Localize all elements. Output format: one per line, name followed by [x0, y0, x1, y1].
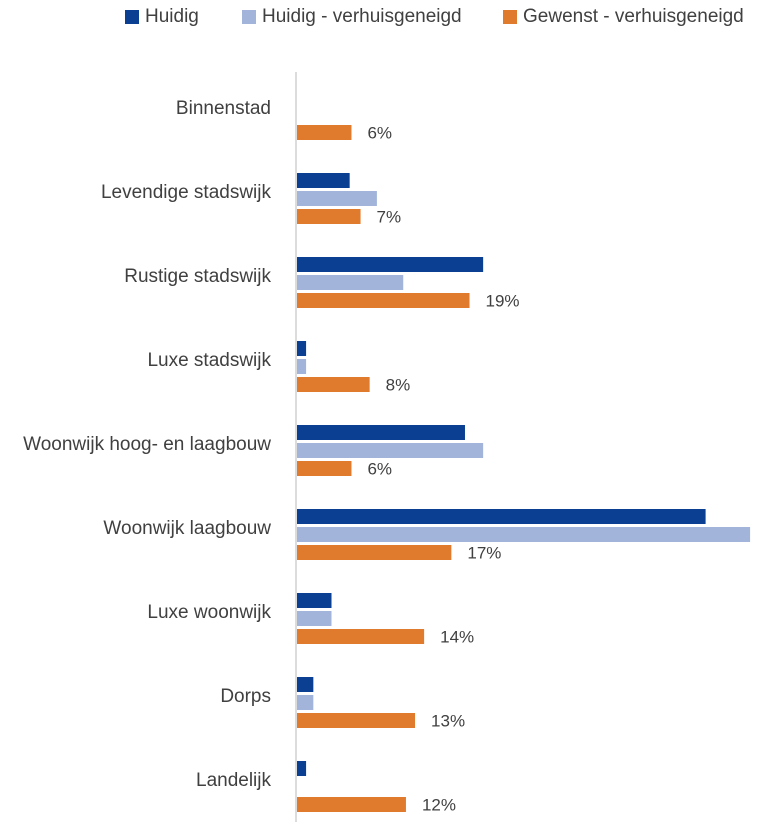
legend-swatch-gewenst-verhuisgeneigd — [503, 10, 517, 24]
bar-huidig-verhuisgeneigd-luxe-stadswijk — [297, 359, 307, 374]
bar-gewenst-verhuisgeneigd-rustige-stadswijk — [297, 293, 470, 308]
category-label-woonwijk-hoog-en-laagbouw: Woonwijk hoog- en laagbouw — [23, 434, 271, 455]
bar-gewenst-verhuisgeneigd-binnenstad — [297, 125, 352, 140]
bar-huidig-dorps — [297, 677, 314, 692]
bar-huidig-levendige-stadswijk — [297, 173, 350, 188]
data-label-rustige-stadswijk: 19% — [486, 292, 520, 311]
bar-huidig-verhuisgeneigd-luxe-woonwijk — [297, 611, 332, 626]
legend-swatch-huidig-verhuisgeneigd — [242, 10, 256, 24]
bar-gewenst-verhuisgeneigd-landelijk — [297, 797, 406, 812]
bar-huidig-landelijk — [297, 761, 307, 776]
category-label-woonwijk-laagbouw: Woonwijk laagbouw — [103, 518, 271, 539]
bar-gewenst-verhuisgeneigd-woonwijk-laagbouw — [297, 545, 452, 560]
data-label-dorps: 13% — [431, 712, 465, 731]
bar-gewenst-verhuisgeneigd-woonwijk-hoog-en-laagbouw — [297, 461, 352, 476]
bar-huidig-verhuisgeneigd-rustige-stadswijk — [297, 275, 404, 290]
legend-label-huidig-verhuisgeneigd: Huidig - verhuisgeneigd — [262, 6, 462, 27]
data-label-woonwijk-hoog-en-laagbouw: 6% — [367, 460, 392, 479]
category-label-luxe-stadswijk: Luxe stadswijk — [147, 350, 271, 371]
legend-label-gewenst-verhuisgeneigd: Gewenst - verhuisgeneigd — [523, 6, 744, 27]
data-label-luxe-woonwijk: 14% — [440, 628, 474, 647]
category-label-binnenstad: Binnenstad — [176, 98, 271, 119]
legend-label-huidig: Huidig — [145, 6, 199, 27]
category-label-landelijk: Landelijk — [196, 770, 271, 791]
legend-item-gewenst-verhuisgeneigd: Gewenst - verhuisgeneigd — [503, 6, 744, 28]
category-label-dorps: Dorps — [220, 686, 271, 707]
bar-gewenst-verhuisgeneigd-dorps — [297, 713, 416, 728]
data-label-levendige-stadswijk: 7% — [377, 208, 402, 227]
bar-gewenst-verhuisgeneigd-luxe-stadswijk — [297, 377, 370, 392]
data-label-woonwijk-laagbouw: 17% — [467, 544, 501, 563]
bar-huidig-verhuisgeneigd-dorps — [297, 695, 314, 710]
bar-huidig-woonwijk-laagbouw — [297, 509, 706, 524]
bar-huidig-luxe-woonwijk — [297, 593, 332, 608]
category-label-luxe-woonwijk: Luxe woonwijk — [147, 602, 271, 623]
bar-huidig-rustige-stadswijk — [297, 257, 484, 272]
data-label-landelijk: 12% — [422, 796, 456, 815]
legend-item-huidig-verhuisgeneigd: Huidig - verhuisgeneigd — [242, 6, 462, 28]
legend-item-huidig: Huidig — [125, 6, 199, 28]
bar-huidig-woonwijk-hoog-en-laagbouw — [297, 425, 465, 440]
category-label-levendige-stadswijk: Levendige stadswijk — [101, 182, 272, 203]
legend: Huidig Huidig - verhuisgeneigd Gewenst -… — [0, 6, 758, 36]
data-label-luxe-stadswijk: 8% — [386, 376, 411, 395]
bar-gewenst-verhuisgeneigd-luxe-woonwijk — [297, 629, 425, 644]
bar-huidig-verhuisgeneigd-woonwijk-hoog-en-laagbouw — [297, 443, 484, 458]
bar-huidig-luxe-stadswijk — [297, 341, 307, 356]
bar-huidig-verhuisgeneigd-woonwijk-laagbouw — [297, 527, 751, 542]
bar-huidig-verhuisgeneigd-levendige-stadswijk — [297, 191, 377, 206]
category-label-rustige-stadswijk: Rustige stadswijk — [124, 266, 271, 287]
legend-swatch-huidig — [125, 10, 139, 24]
bar-gewenst-verhuisgeneigd-levendige-stadswijk — [297, 209, 361, 224]
data-label-binnenstad: 6% — [367, 124, 392, 143]
